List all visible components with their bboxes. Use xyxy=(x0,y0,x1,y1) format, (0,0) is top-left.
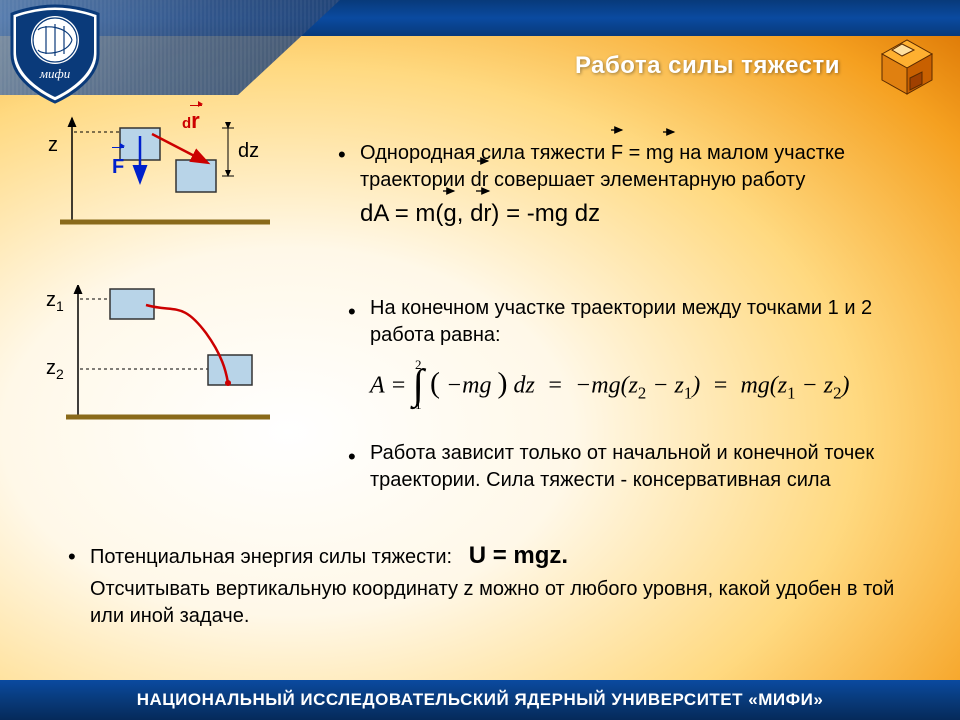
bullet-2: • На конечном участке траектории между т… xyxy=(370,295,930,349)
cube-logo-icon xyxy=(872,30,942,100)
z2-label: z2 xyxy=(46,357,64,382)
bullet-3: • Работа зависит только от начальной и к… xyxy=(370,440,930,494)
F-label: F xyxy=(112,156,124,179)
dz-label: dz xyxy=(238,140,259,163)
bullet-dot-icon: • xyxy=(348,297,356,327)
mephi-shield-logo: мифи xyxy=(8,4,103,104)
diagram-finite-path: z1 z2 xyxy=(30,285,290,435)
content-area: z F dr dz xyxy=(30,110,930,660)
dr-label: dr xyxy=(182,108,200,134)
bullet-dot-icon: • xyxy=(68,542,76,572)
bullet-4: • Потенциальная энергия силы тяжести: U … xyxy=(90,540,920,630)
svg-text:мифи: мифи xyxy=(39,66,71,81)
footer-bar: НАЦИОНАЛЬНЫЙ ИССЛЕДОВАТЕЛЬСКИЙ ЯДЕРНЫЙ У… xyxy=(0,680,960,720)
page-title: Работа силы тяжести xyxy=(575,52,840,80)
z1-label: z1 xyxy=(46,289,64,314)
formula-U: U = mgz. xyxy=(469,542,568,569)
diagram-elementary-work: z F dr dz xyxy=(30,110,290,240)
formula-dA: dA = m( g, dr) = -mg dz xyxy=(360,198,930,230)
integral-formula: A = 2 ∫ 1 ( −mg ) dz = −mg(z2 − z1) = mg… xyxy=(370,362,849,412)
bullet-dot-icon: • xyxy=(348,442,356,472)
z-axis-label: z xyxy=(48,134,58,157)
bullet-dot-icon: • xyxy=(338,140,346,170)
bullet-1: • Однородная сила тяжести F = m g на мал… xyxy=(360,138,930,230)
